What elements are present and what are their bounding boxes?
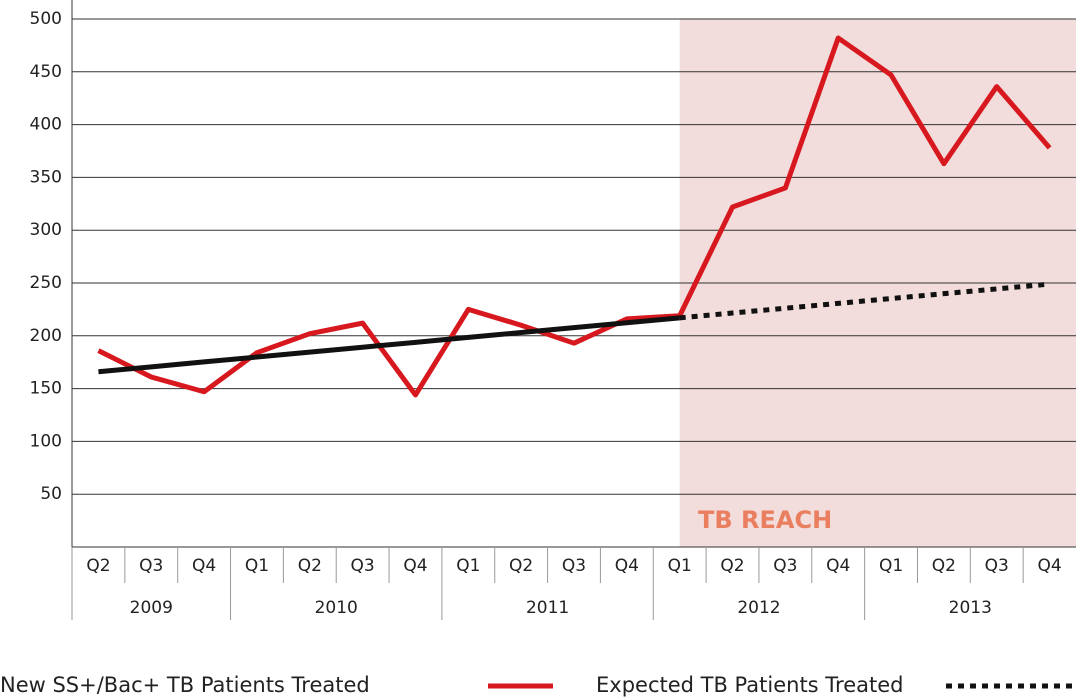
y-tick-label: 350 [30,167,62,187]
x-tick-label: Q1 [456,556,480,576]
x-tick-label: Q3 [562,556,586,576]
x-tick-label: Q4 [615,556,639,576]
x-tick-label: Q1 [245,556,269,576]
x-tick-label: Q2 [509,556,533,576]
year-label: 2011 [526,598,569,618]
x-tick-label: Q4 [826,556,850,576]
series-line [97,35,1052,398]
y-tick-label: 250 [30,273,62,293]
series-line [98,315,680,375]
x-tick-label: Q4 [403,556,427,576]
x-tick-label: Q2 [720,556,744,576]
y-tick-label: 50 [40,484,62,504]
y-tick-label: 450 [30,62,62,82]
x-tick-label: Q2 [932,556,956,576]
year-label: 2013 [949,598,992,618]
year-label: 2010 [315,598,358,618]
y-tick-label: 200 [30,326,62,346]
legend-label: Expected TB Patients Treated [596,673,903,697]
series-line [679,281,1050,321]
x-tick-label: Q3 [139,556,163,576]
x-tick-label: Q2 [298,556,322,576]
x-tick-label: Q1 [668,556,692,576]
y-tick-label: 100 [30,431,62,451]
x-tick-label: Q1 [879,556,903,576]
x-tick-label: Q3 [773,556,797,576]
highlight-label: TB REACH [698,506,832,534]
year-label: 2009 [130,598,173,618]
y-tick-label: 500 [30,9,62,29]
x-tick-label: Q2 [86,556,110,576]
y-tick-label: 300 [30,220,62,240]
y-tick-label: 150 [30,379,62,399]
x-tick-label: Q4 [1037,556,1061,576]
x-tick-label: Q3 [985,556,1009,576]
y-tick-label: 400 [30,115,62,135]
year-label: 2012 [737,598,780,618]
legend-label: New SS+/Bac+ TB Patients Treated [0,673,370,697]
x-tick-label: Q3 [351,556,375,576]
x-tick-label: Q4 [192,556,216,576]
